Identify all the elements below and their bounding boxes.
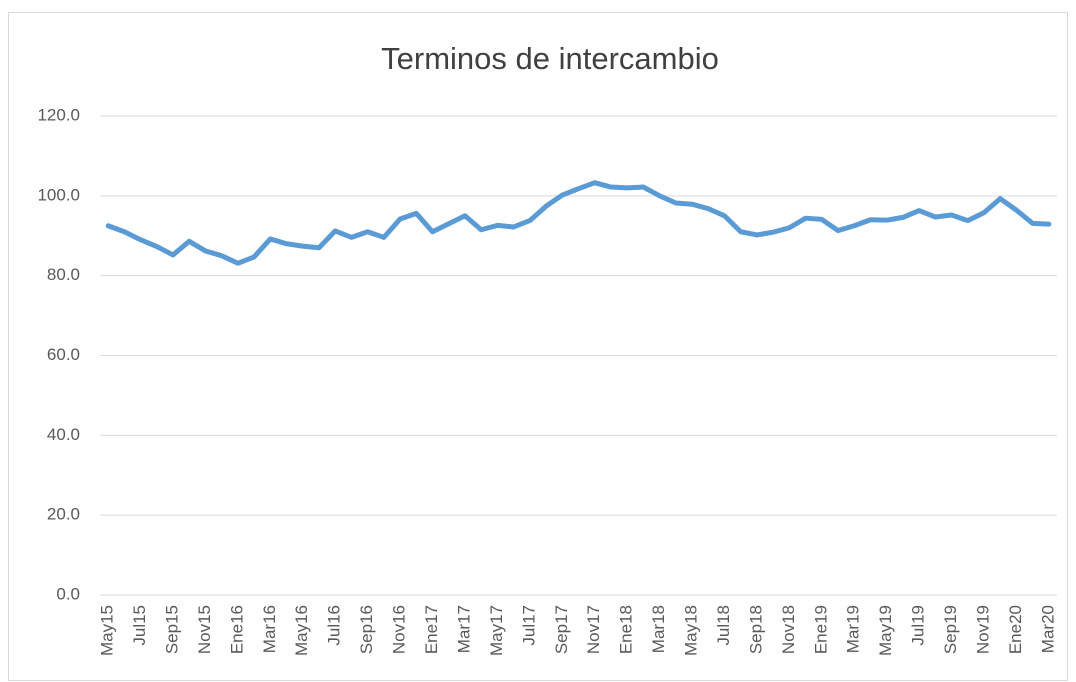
x-tick-label: Mar19	[844, 605, 863, 653]
x-tick-label: Sep18	[746, 605, 765, 654]
x-tick-label: Nov18	[779, 605, 798, 654]
x-tick-label: Nov17	[584, 605, 603, 654]
x-tick-label: Jul15	[130, 605, 149, 646]
x-tick-label: Sep15	[162, 605, 181, 654]
data-line	[105, 180, 1052, 266]
x-tick-label: May19	[876, 605, 895, 656]
chart-title: Terminos de intercambio	[381, 41, 719, 76]
x-tick-label: Nov16	[390, 605, 409, 654]
x-tick-label: May15	[98, 605, 117, 656]
y-tick-label: 80.0	[47, 265, 80, 284]
x-tick-label: Ene17	[422, 605, 441, 654]
x-tick-label: Jul17	[519, 605, 538, 646]
x-tick-label: Mar18	[649, 605, 668, 653]
y-tick-label: 40.0	[47, 425, 80, 444]
x-tick-label: Ene19	[811, 605, 830, 654]
y-tick-label: 20.0	[47, 505, 80, 524]
x-tick-label: Mar17	[454, 605, 473, 653]
x-tick-label: Jul16	[325, 605, 344, 646]
x-tick-label: Sep16	[357, 605, 376, 654]
x-tick-label: Ene16	[227, 605, 246, 654]
x-tick-label: Ene20	[1006, 605, 1025, 654]
x-tick-label: Nov19	[973, 605, 992, 654]
x-tick-label: May18	[682, 605, 701, 656]
x-tick-label: Jul18	[714, 605, 733, 646]
x-tick-label: May16	[292, 605, 311, 656]
x-tick-label: May17	[487, 605, 506, 656]
x-axis-labels: May15 Jul15 Sep15 Nov15 Ene16 Mar16 May16 Jul16…	[98, 605, 1058, 656]
x-tick-label: Jul19	[909, 605, 928, 646]
x-tick-label: Sep17	[552, 605, 571, 654]
x-tick-label: Nov15	[195, 605, 214, 654]
y-tick-label: 60.0	[47, 345, 80, 364]
x-tick-label: Ene18	[617, 605, 636, 654]
x-tick-label: Sep19	[941, 605, 960, 654]
chart-border	[8, 12, 1068, 681]
x-tick-label: Mar20	[1038, 605, 1057, 653]
y-tick-label: 120.0	[37, 105, 80, 124]
x-tick-label: Mar16	[260, 605, 279, 653]
y-tick-label: 100.0	[37, 185, 80, 204]
y-tick-label: 0.0	[56, 584, 80, 603]
